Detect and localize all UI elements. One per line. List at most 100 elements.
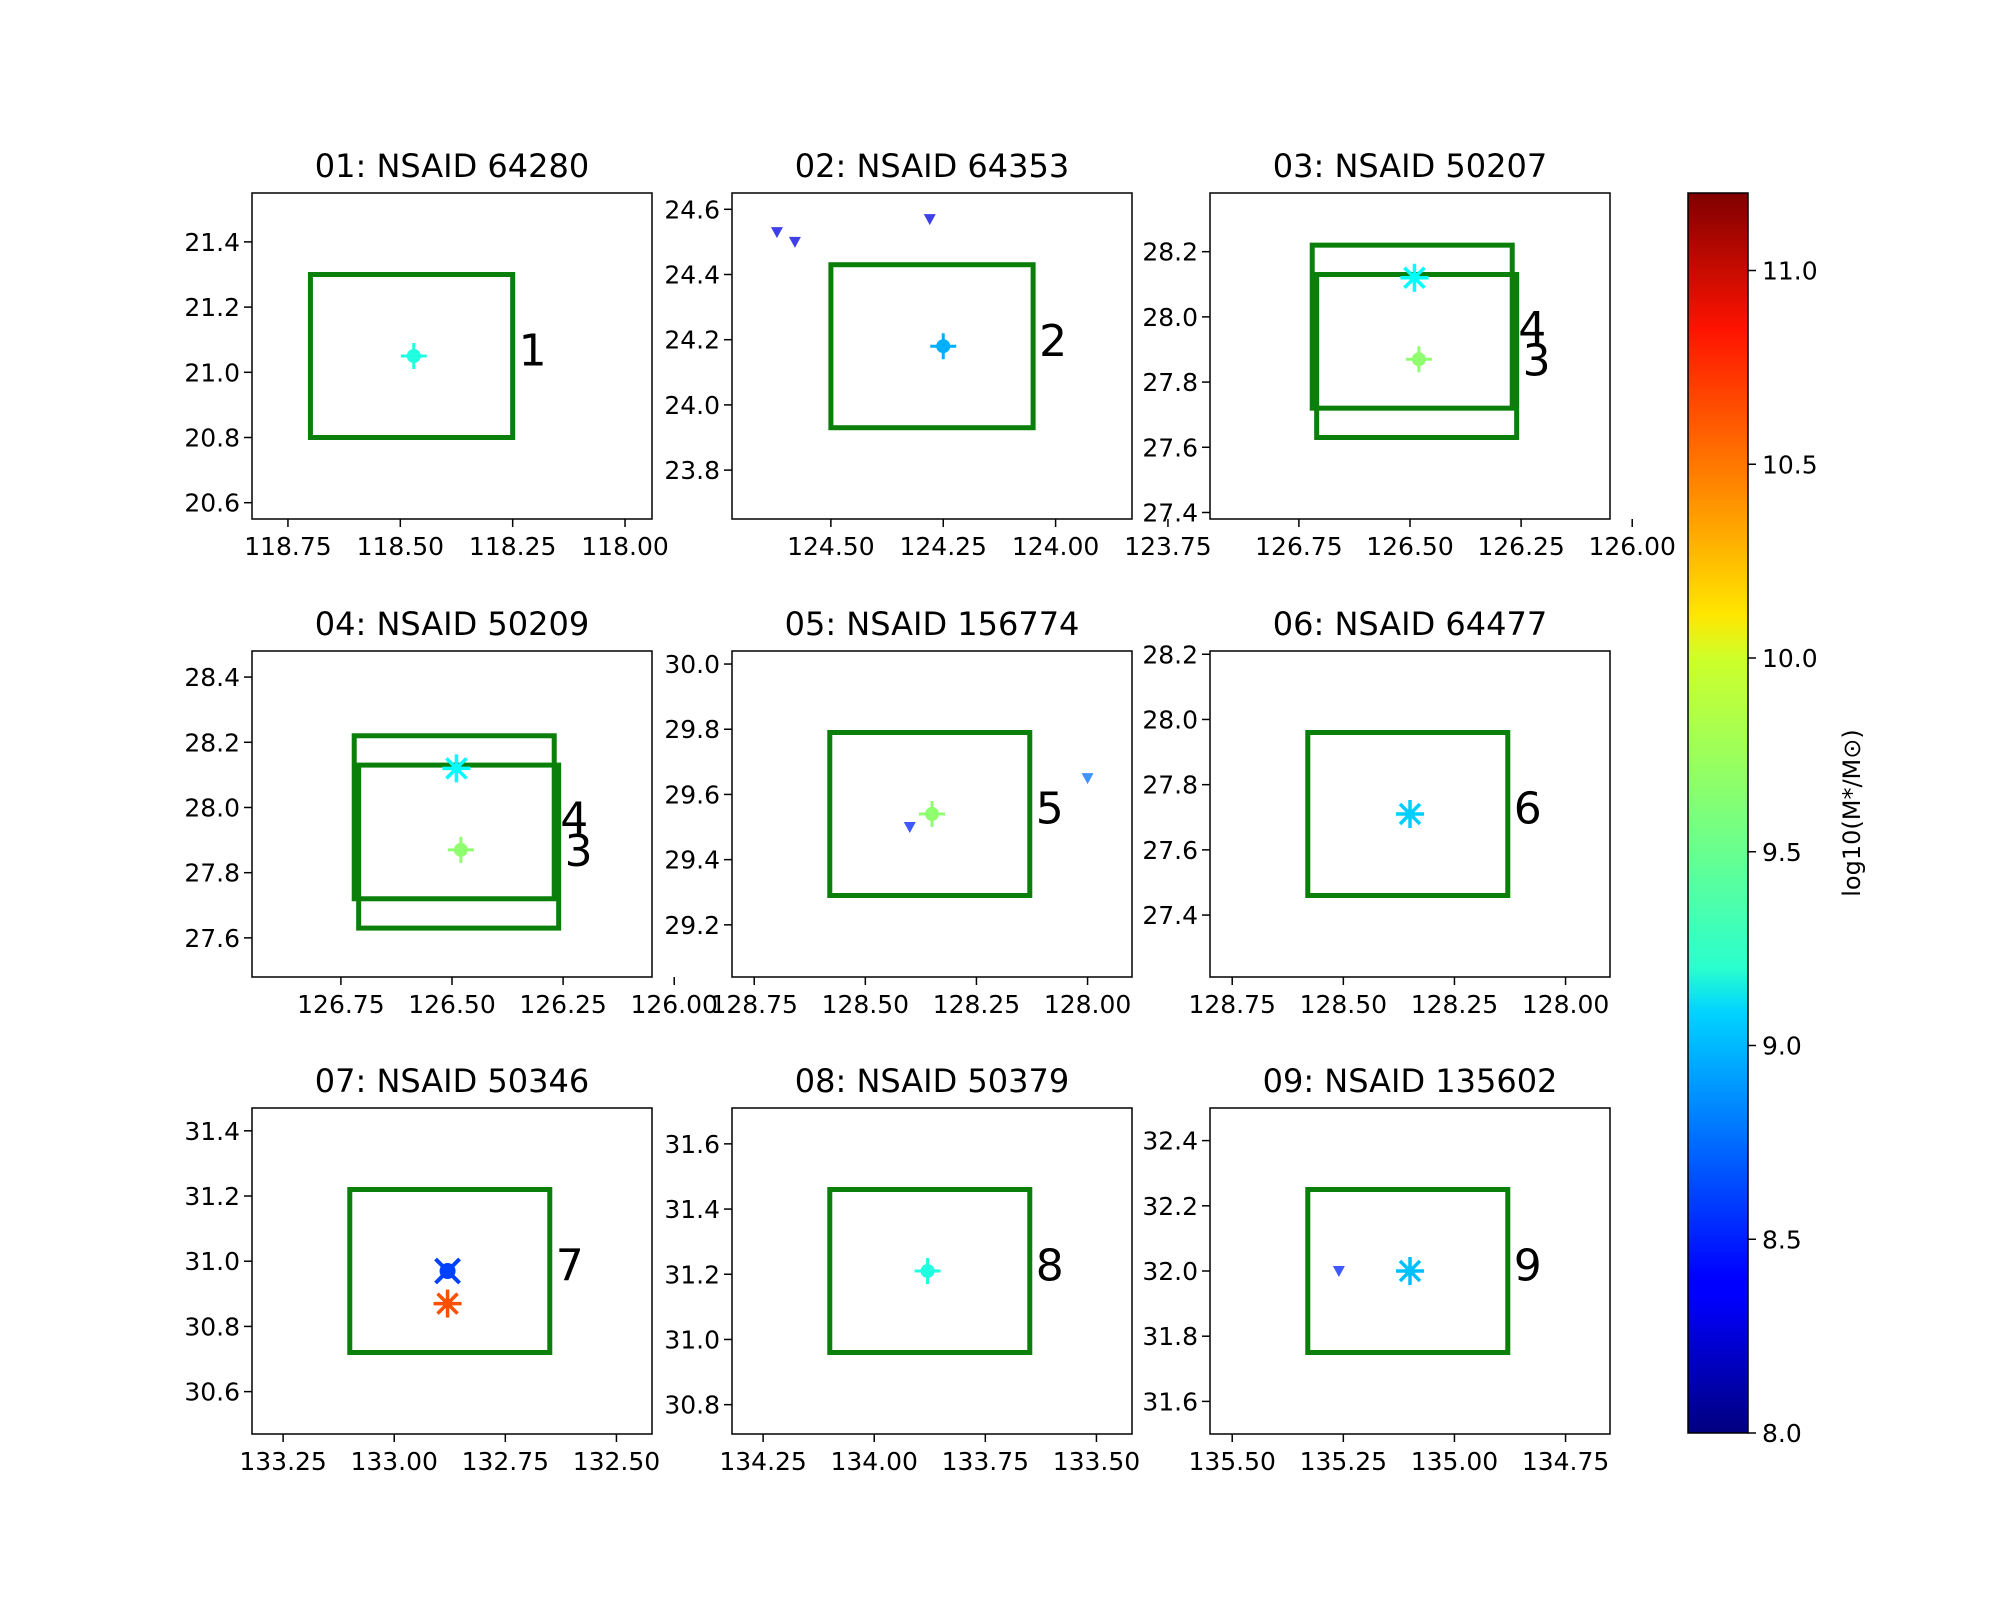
data-point [788, 236, 801, 248]
data-point [1396, 1257, 1424, 1285]
y-tick-label: 21.2 [184, 293, 240, 322]
y-tick-label: 28.4 [184, 663, 240, 692]
panel-title: 04: NSAID 50209 [315, 605, 589, 643]
y-tick-label: 30.6 [184, 1378, 240, 1407]
x-tick-label: 135.50 [1188, 1447, 1275, 1476]
y-tick-label: 24.2 [664, 326, 720, 355]
data-point [1081, 773, 1094, 785]
region-box [827, 1187, 1033, 1355]
panel-8: 08: NSAID 50379 134.25 134.00 133.75 133.50 3… [664, 1062, 1140, 1476]
region-label: 7 [556, 1241, 584, 1292]
y-tick-label: 29.6 [664, 780, 720, 809]
region-box [307, 272, 516, 440]
data-point [442, 754, 471, 783]
y-tick-label: 27.6 [1142, 836, 1198, 865]
data-point [919, 801, 945, 827]
x-tick-label: 132.50 [573, 1447, 660, 1476]
data-point [447, 836, 474, 863]
x-tick-label: 133.50 [1053, 1447, 1140, 1476]
data-point [1405, 346, 1432, 373]
y-tick-label: 28.2 [1142, 640, 1198, 669]
region-box [827, 730, 1033, 898]
y-tick-label: 29.4 [664, 846, 720, 875]
y-tick-label: 23.8 [664, 456, 720, 485]
panel-title: 03: NSAID 50207 [1273, 147, 1547, 185]
y-tick-label: 27.8 [1142, 368, 1198, 397]
x-tick-label: 133.75 [942, 1447, 1029, 1476]
panel-9: 09: NSAID 135602 135.50 135.25 135.00 134.75… [1142, 1062, 1611, 1476]
x-tick-label: 126.25 [519, 990, 606, 1019]
panel-7: 07: NSAID 50346 133.25 133.00 132.75 132.50 3… [184, 1062, 660, 1476]
x-tick-label: 128.00 [1522, 990, 1609, 1019]
region-label: 3 [1523, 335, 1551, 386]
x-tick-label: 128.50 [1300, 990, 1387, 1019]
y-tick-label: 30.0 [664, 650, 720, 679]
y-tick-label: 27.4 [1142, 498, 1198, 527]
x-tick-label: 128.50 [822, 990, 909, 1019]
y-tick-label: 27.6 [1142, 433, 1198, 462]
y-tick-label: 31.6 [1142, 1387, 1198, 1416]
y-tick-label: 20.8 [184, 424, 240, 453]
panel-title: 08: NSAID 50379 [795, 1062, 1069, 1100]
x-tick-label: 132.75 [462, 1447, 549, 1476]
y-tick-label: 29.8 [664, 715, 720, 744]
region-label: 2 [1039, 316, 1067, 367]
panel-title: 01: NSAID 64280 [315, 147, 589, 185]
axes-frame [251, 1107, 653, 1435]
y-tick-label: 24.6 [664, 195, 720, 224]
x-tick-label: 126.00 [1588, 532, 1675, 561]
x-tick-label: 128.75 [1188, 990, 1275, 1019]
data-point [903, 822, 916, 834]
x-tick-label: 118.50 [357, 532, 444, 561]
region-box [828, 262, 1036, 431]
x-tick-label: 124.50 [787, 532, 874, 561]
colorbar-tick-label: 9.5 [1762, 838, 1802, 867]
x-tick-label: 134.25 [719, 1447, 806, 1476]
y-tick-label: 31.6 [664, 1130, 720, 1159]
region-box [1305, 1187, 1511, 1355]
data-point [1396, 800, 1424, 828]
region-box [1309, 242, 1515, 411]
colorbar: 8.0 8.5 9.0 9.5 10.0 10.5 11.0 log10(M*/M⊙) [1687, 192, 1866, 1448]
y-tick-label: 29.2 [664, 911, 720, 940]
data-point [914, 1258, 941, 1284]
y-tick-label: 20.6 [184, 489, 240, 518]
panel-4: 04: NSAID 50209 126.75 126.50 126.25 126.00 2… [184, 605, 718, 1019]
x-tick-label: 133.00 [350, 1447, 437, 1476]
y-tick-label: 31.8 [1142, 1322, 1198, 1351]
x-tick-label: 128.25 [1411, 990, 1498, 1019]
data-point [434, 1257, 461, 1285]
y-tick-label: 32.0 [1142, 1257, 1198, 1286]
y-tick-label: 32.2 [1142, 1192, 1198, 1221]
y-tick-label: 28.0 [1142, 303, 1198, 332]
panel-6: 06: NSAID 64477 128.75 128.50 128.25 128.00 2… [1142, 605, 1611, 1019]
y-tick-label: 31.4 [664, 1195, 720, 1224]
y-tick-label: 28.0 [184, 793, 240, 822]
panel-3: 03: NSAID 50207 126.75 126.50 126.25 126.00 2… [1142, 147, 1676, 561]
y-tick-label: 24.0 [664, 391, 720, 420]
y-tick-label: 31.4 [184, 1117, 240, 1146]
y-tick-label: 30.8 [184, 1312, 240, 1341]
colorbar-tick-label: 8.5 [1762, 1225, 1802, 1254]
panel-title: 09: NSAID 135602 [1263, 1062, 1558, 1100]
axes-frame [731, 650, 1133, 978]
x-tick-label: 124.00 [1012, 532, 1099, 561]
x-tick-label: 134.00 [830, 1447, 917, 1476]
axes-frame [1209, 650, 1611, 978]
region-box [351, 733, 557, 902]
panel-title: 05: NSAID 156774 [785, 605, 1080, 643]
region-box [347, 1187, 553, 1355]
region-label: 9 [1514, 1241, 1542, 1292]
axes-frame [731, 1107, 1133, 1435]
y-tick-label: 27.8 [184, 859, 240, 888]
data-point [770, 227, 783, 239]
y-tick-label: 31.0 [184, 1247, 240, 1276]
region-label: 3 [565, 826, 593, 877]
panel-title: 07: NSAID 50346 [315, 1062, 589, 1100]
x-tick-label: 134.75 [1522, 1447, 1609, 1476]
x-tick-label: 128.25 [933, 990, 1020, 1019]
data-point [433, 1289, 462, 1318]
colorbar-tick-label: 9.0 [1762, 1032, 1802, 1061]
panels-group: 01: NSAID 64280 118.75 118.50 118.25 118.00 2… [184, 147, 1676, 1476]
